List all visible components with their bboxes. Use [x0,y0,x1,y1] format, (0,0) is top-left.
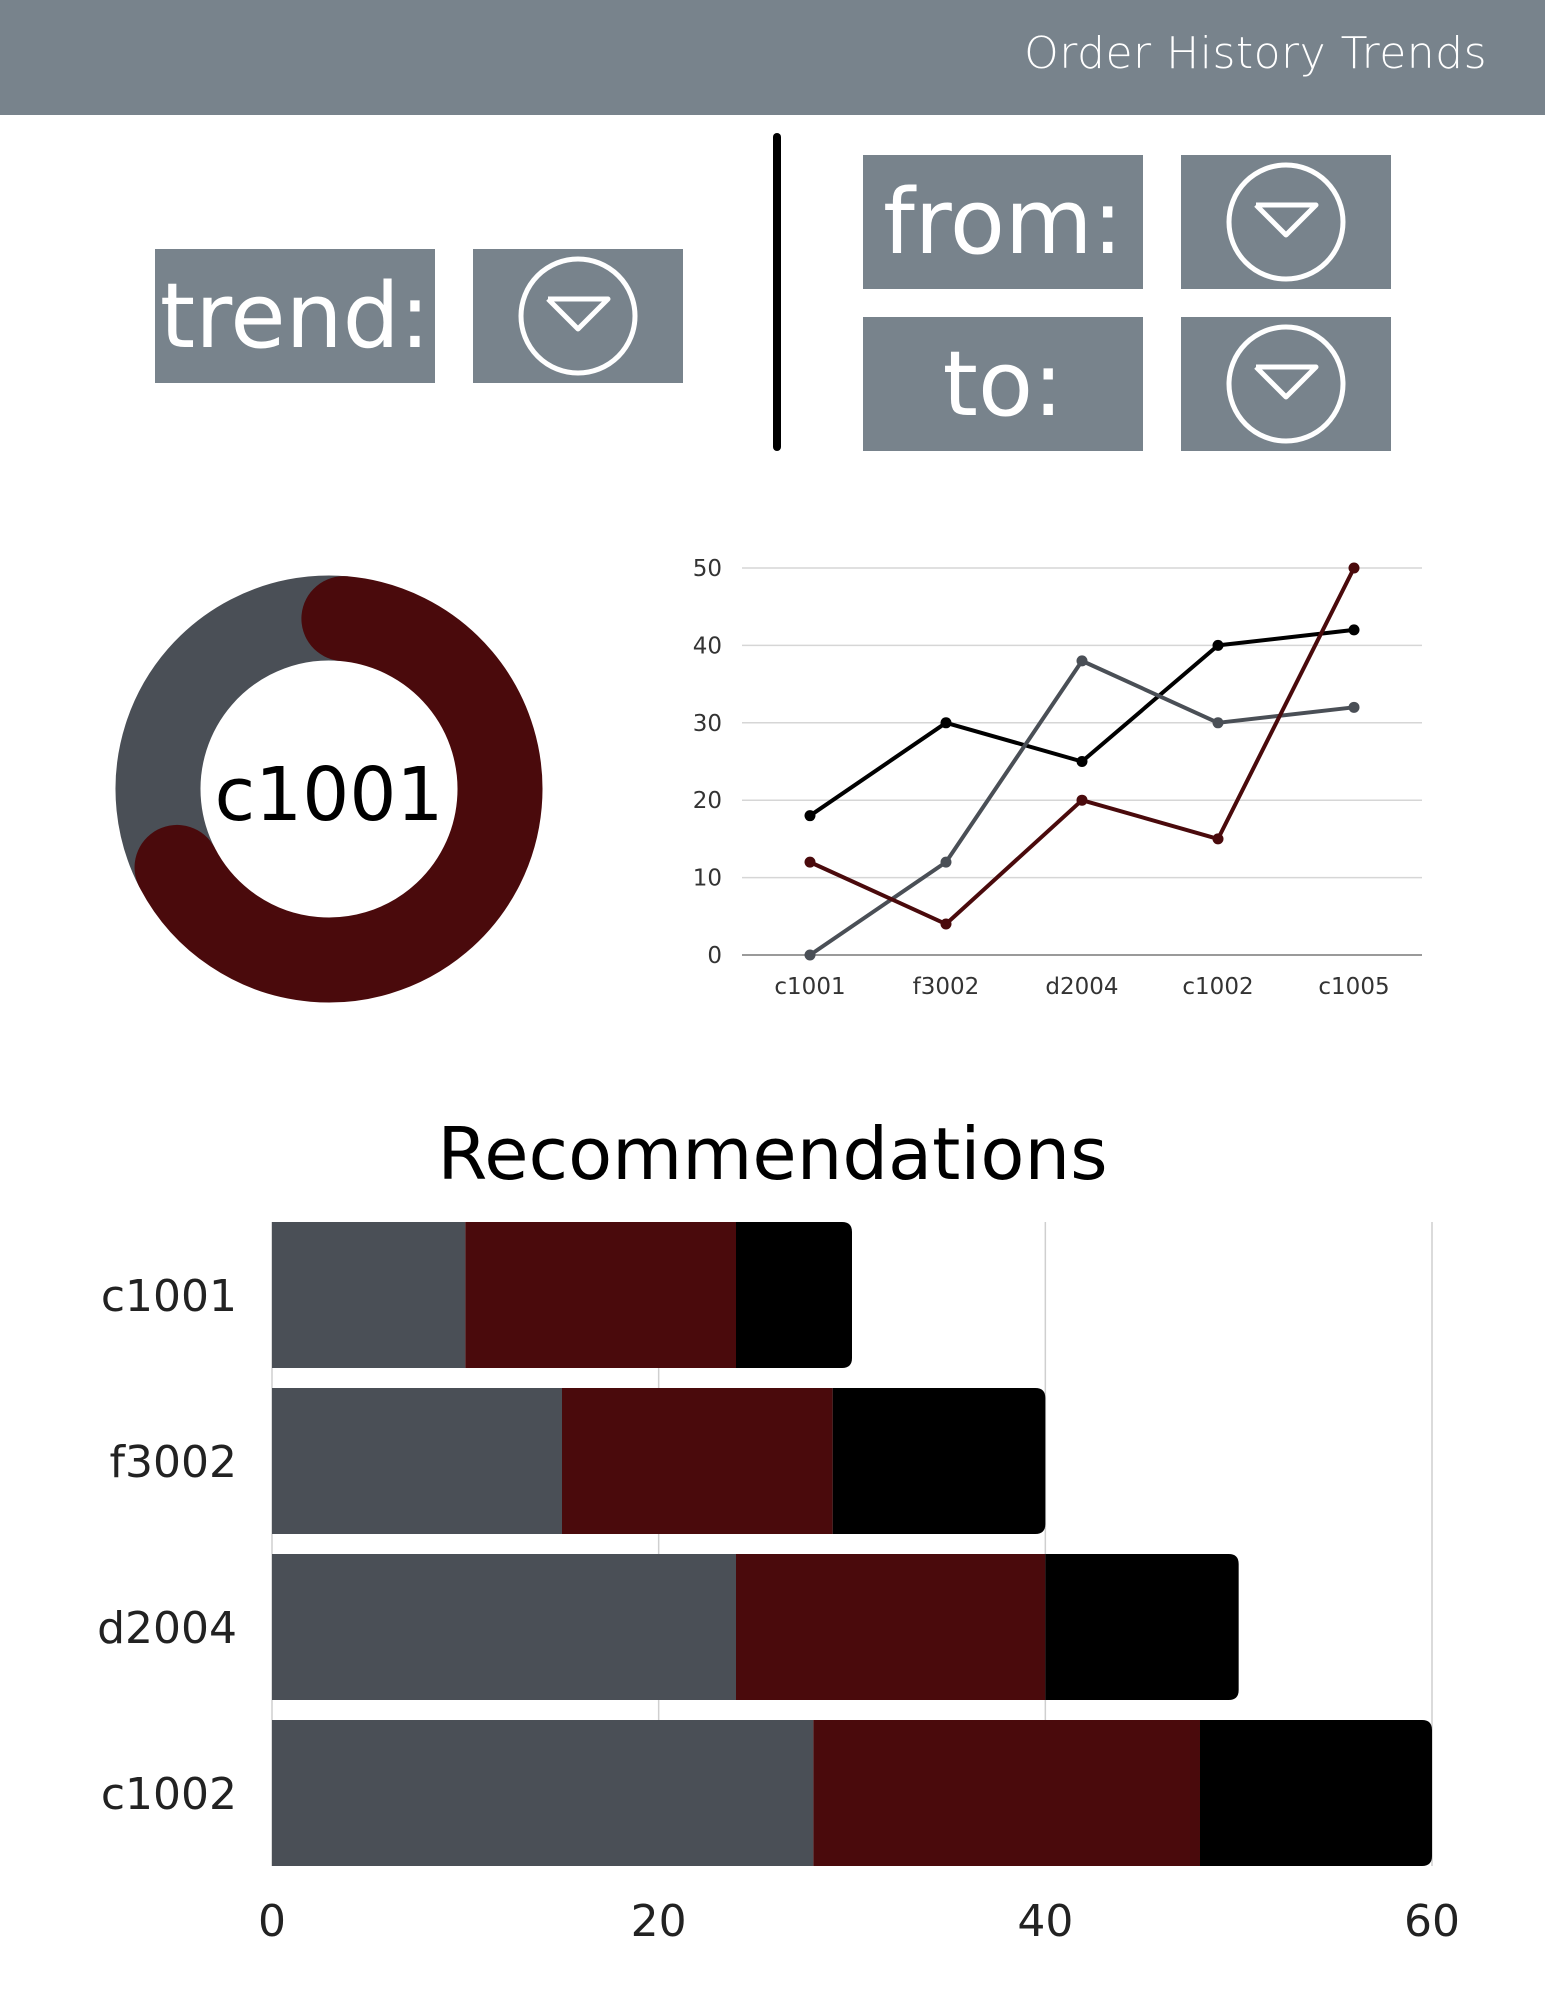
bar-xtick-label: 40 [1017,1896,1073,1947]
donut-center-label: c1001 [214,752,443,838]
line-point-black [1076,756,1088,767]
bar-segment-gray [272,1222,466,1368]
bar-category-label: d2004 [97,1603,237,1654]
chevron-down-circle-icon [1226,162,1346,282]
line-point-red [940,918,952,930]
line-series-red [809,567,1356,927]
line-point-gray [1076,655,1088,667]
bar-segment-red [465,1222,736,1368]
bar-segment-red [562,1388,833,1534]
bar-segment-black [832,1388,1046,1534]
bar-segment-gray [272,1554,736,1700]
from-label: from: [883,169,1123,275]
line-point-black [940,717,952,729]
line-ytick-label: 40 [693,633,722,659]
from-label-box: from: [863,155,1143,289]
line-series-gray [808,658,1355,957]
line-chart: 0 10 20 30 40 50 c1001 f3002 d2004 c1002 c1005 [693,556,1422,1000]
line-point-gray [940,856,952,868]
bar-xtick-label: 60 [1404,1896,1460,1947]
line-point-gray [804,949,816,961]
bar-category-label: c1002 [101,1769,237,1820]
line-ytick-label: 0 [707,943,722,969]
line-ytick-label: 30 [693,711,722,737]
header-bar: Order History Trends [0,0,1545,115]
bar-segment-gray [272,1720,814,1866]
donut-segment-red [115,575,543,1003]
line-point-gray [1348,701,1360,713]
bar-segment-red [813,1720,1200,1866]
bar-category-label: c1001 [101,1271,237,1322]
line-ytick-label: 20 [693,788,722,814]
vertical-divider [773,133,781,451]
line-point-red [1348,562,1360,574]
line-xtick-label: d2004 [1045,974,1118,1000]
line-xtick-label: f3002 [913,974,980,1000]
line-point-gray [1212,717,1224,729]
line-ytick-label: 50 [693,556,722,582]
bar-xtick-label: 0 [258,1896,286,1947]
from-dropdown-button[interactable] [1181,155,1391,289]
trend-label-box: trend: [155,249,435,383]
line-point-red [1212,833,1224,845]
chevron-down-circle-icon [518,256,638,376]
bar-segment-black [736,1222,852,1368]
line-point-red [804,856,816,868]
page-title: Order History Trends [1024,28,1487,79]
donut-chart: c1001 [115,575,543,1003]
bar-segment-black [1045,1554,1239,1700]
to-label: to: [942,331,1064,437]
line-point-black [1212,639,1224,651]
recommendations-title: Recommendations [437,1112,1108,1196]
to-label-box: to: [863,317,1143,451]
bar-segment-red [736,1554,1046,1700]
bar-segment-gray [272,1388,562,1534]
trend-label: trend: [159,263,431,369]
line-xtick-label: c1002 [1182,974,1253,1000]
bar-segment-black [1200,1720,1432,1866]
line-point-black [1348,624,1360,636]
line-xtick-label: c1005 [1318,974,1389,1000]
line-xtick-label: c1001 [774,974,845,1000]
line-point-black [804,810,816,822]
chevron-down-circle-icon [1226,324,1346,444]
trend-dropdown-button[interactable] [473,249,683,383]
bar-category-label: f3002 [110,1437,237,1488]
to-dropdown-button[interactable] [1181,317,1391,451]
bar-xtick-label: 20 [631,1896,687,1947]
stacked-bar-chart: 0 20 40 60 c1001 f3002 d2004 c1002 [97,1222,1460,1947]
line-ytick-label: 10 [693,866,722,892]
line-point-red [1076,794,1088,806]
